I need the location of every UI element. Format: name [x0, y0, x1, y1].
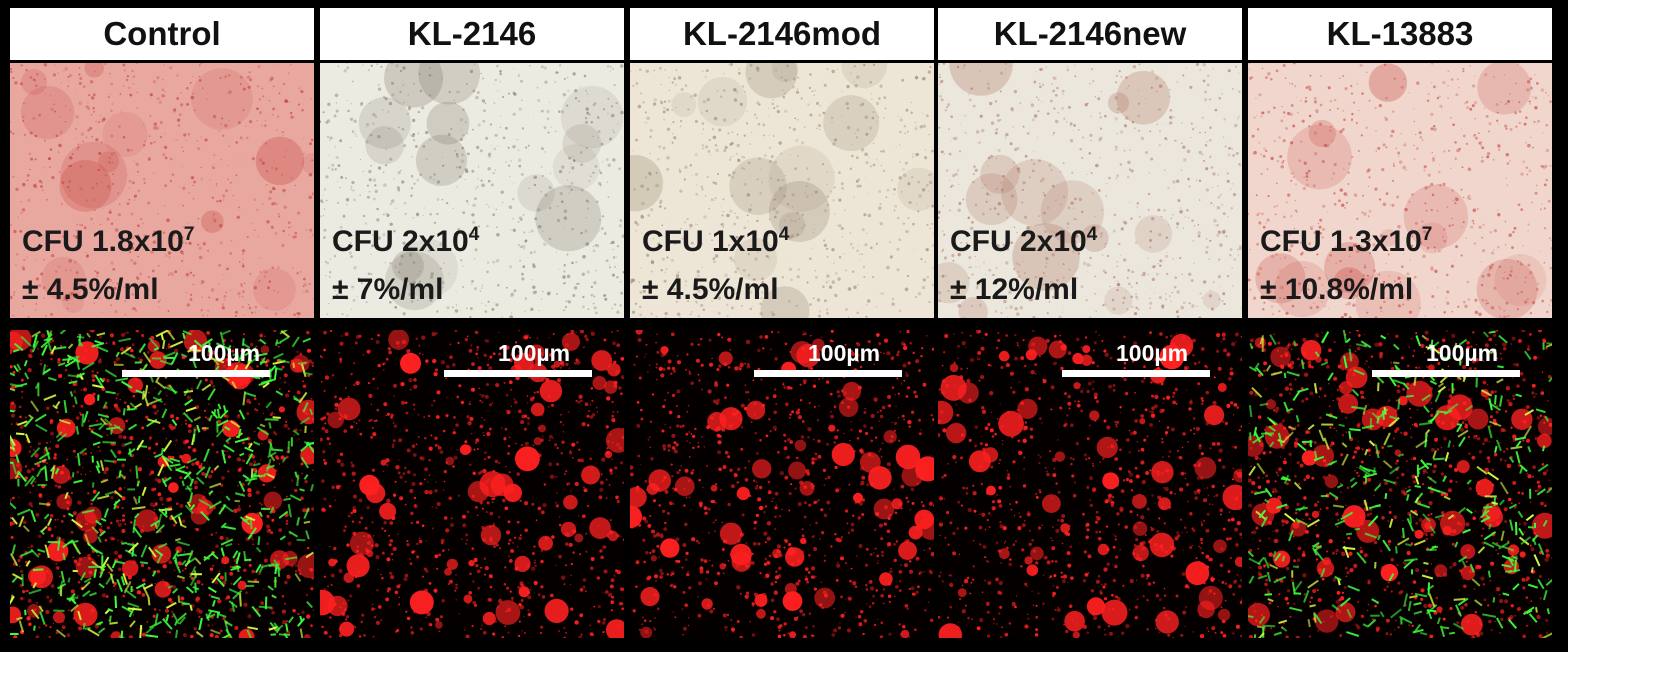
cfu-exponent-2: 4 — [778, 224, 790, 245]
scale-bar-label-0: 100µm — [188, 340, 261, 366]
panel-header-3: KL-2146new — [938, 8, 1242, 60]
scale-bar-2: 100µm — [630, 336, 934, 386]
scale-bar-3: 100µm — [938, 336, 1242, 386]
cfu-error-1: ± 7%/ml — [332, 273, 444, 306]
fluorescence-image-4: 100µm — [1248, 330, 1552, 638]
scale-bar-line-4 — [1372, 370, 1520, 377]
scale-bar-label-3: 100µm — [1116, 340, 1189, 366]
panel-header-1: KL-2146 — [320, 8, 624, 60]
brightfield-image-0: CFU 1.8x107 ± 4.5%/ml — [10, 63, 314, 318]
cfu-label-0: CFU 1.8x107 ± 4.5%/ml — [22, 211, 194, 314]
cfu-value-3: CFU 2x10 — [950, 225, 1087, 258]
brightfield-image-2: CFU 1x104 ± 4.5%/ml — [630, 63, 934, 318]
cfu-value-0: CFU 1.8x10 — [22, 225, 184, 258]
scale-bar-line-3 — [1062, 370, 1210, 377]
cfu-value-4: CFU 1.3x10 — [1260, 225, 1422, 258]
scale-bar-1: 100µm — [320, 336, 624, 386]
cfu-error-0: ± 4.5%/ml — [22, 273, 159, 306]
cfu-label-4: CFU 1.3x107 ± 10.8%/ml — [1260, 211, 1432, 314]
cfu-error-3: ± 12%/ml — [950, 273, 1079, 306]
cfu-exponent-3: 4 — [1086, 224, 1098, 245]
panel-header-0: Control — [10, 8, 314, 60]
scale-bar-line-2 — [754, 370, 902, 377]
brightfield-image-4: CFU 1.3x107 ± 10.8%/ml — [1248, 63, 1552, 318]
cfu-value-2: CFU 1x10 — [642, 225, 779, 258]
panel-header-4: KL-13883 — [1248, 8, 1552, 60]
cfu-exponent-0: 7 — [183, 224, 195, 245]
cfu-exponent-4: 7 — [1421, 224, 1433, 245]
panel-header-2: KL-2146mod — [630, 8, 934, 60]
cfu-label-1: CFU 2x104 ± 7%/ml — [332, 211, 479, 314]
fluorescence-image-1: 100µm — [320, 330, 624, 638]
fluorescence-image-3: 100µm — [938, 330, 1242, 638]
cfu-value-1: CFU 2x10 — [332, 225, 469, 258]
cfu-error-2: ± 4.5%/ml — [642, 273, 779, 306]
brightfield-image-1: CFU 2x104 ± 7%/ml — [320, 63, 624, 318]
scale-bar-4: 100µm — [1248, 336, 1552, 386]
cfu-label-3: CFU 2x104 ± 12%/ml — [950, 211, 1097, 314]
brightfield-image-3: CFU 2x104 ± 12%/ml — [938, 63, 1242, 318]
fluorescence-image-2: 100µm — [630, 330, 934, 638]
fluorescence-image-0: 100µm — [10, 330, 314, 638]
scale-bar-label-2: 100µm — [808, 340, 881, 366]
cfu-exponent-1: 4 — [468, 224, 480, 245]
scale-bar-line-1 — [444, 370, 592, 377]
cfu-label-2: CFU 1x104 ± 4.5%/ml — [642, 211, 789, 314]
scale-bar-0: 100µm — [10, 336, 314, 386]
scale-bar-label-1: 100µm — [498, 340, 571, 366]
scale-bar-label-4: 100µm — [1426, 340, 1499, 366]
cfu-error-4: ± 10.8%/ml — [1260, 273, 1414, 306]
scale-bar-line-0 — [122, 370, 270, 377]
